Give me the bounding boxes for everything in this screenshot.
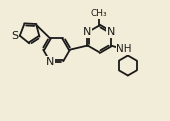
Text: N: N	[107, 27, 115, 37]
Text: S: S	[11, 31, 19, 41]
Text: NH: NH	[116, 44, 132, 54]
Text: N: N	[83, 27, 91, 37]
Text: N: N	[46, 57, 54, 67]
Text: CH₃: CH₃	[91, 9, 108, 18]
